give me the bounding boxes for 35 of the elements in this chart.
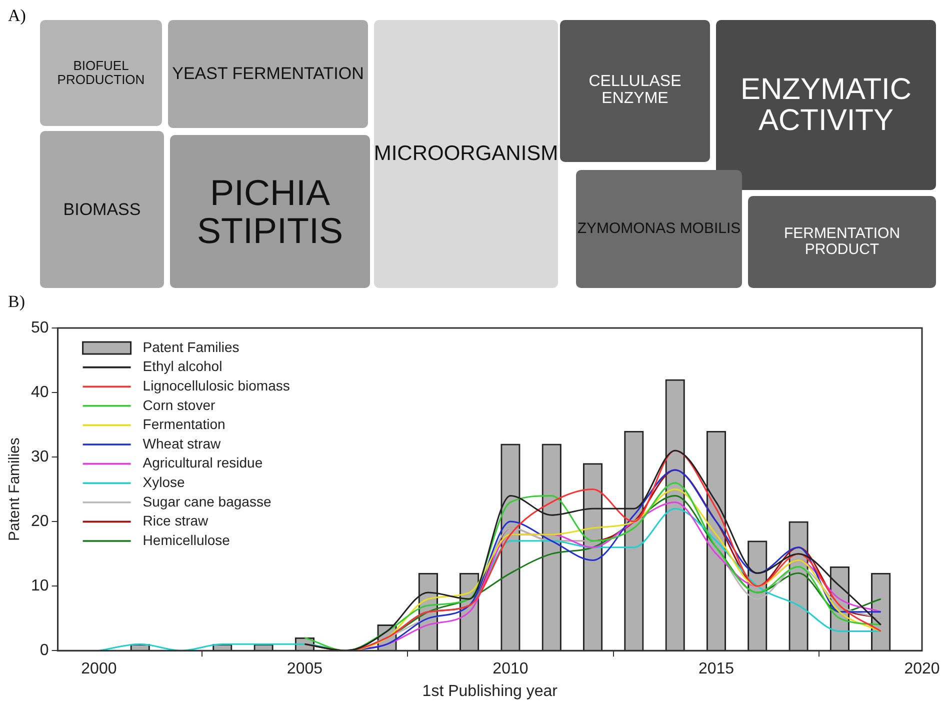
legend-label: Ethyl alcohol — [142, 358, 222, 374]
y-tick-label: 40 — [31, 384, 49, 401]
y-tick-label: 20 — [31, 512, 49, 530]
category-label: CELLULASE ENZYME — [560, 20, 710, 162]
x-tick-label: 2020 — [904, 660, 940, 678]
legend-label: Fermentation — [142, 416, 226, 432]
legend-label: Patent Families — [142, 338, 240, 355]
x-tick-label: 2005 — [286, 660, 323, 678]
y-tick-label: 50 — [31, 319, 49, 336]
x-tick-label: 2000 — [81, 660, 117, 678]
legend-label: Wheat straw — [142, 435, 222, 452]
legend-label: Corn stover — [142, 396, 216, 413]
y-tick-label: 0 — [40, 642, 49, 660]
x-axis-title: 1st Publishing year — [422, 682, 558, 700]
y-axis-title: Patent Families — [6, 438, 24, 541]
legend-label: Lignocellulosic biomass — [142, 377, 290, 394]
legend-label: Xylose — [142, 474, 186, 490]
legend-label: Rice straw — [142, 512, 210, 529]
legend-label: Agricultural residue — [142, 454, 263, 471]
category-label: MICROORGANISM — [374, 20, 558, 288]
category-label: FERMENTATION PRODUCT — [748, 196, 936, 288]
legend-label: Hemicellulose — [142, 532, 230, 548]
chart-title: B) — [8, 292, 25, 311]
legend-label: Sugar cane bagasse — [142, 493, 272, 510]
x-tick-label: 2015 — [698, 660, 734, 678]
category-label: BIOFUEL PRODUCTION — [40, 20, 162, 126]
y-tick-label: 30 — [31, 448, 49, 466]
category-label: ENZYMATIC ACTIVITY — [716, 20, 936, 190]
category-label: BIOMASS — [40, 131, 164, 288]
text: A) — [8, 6, 26, 26]
y-tick-label: 10 — [31, 577, 49, 594]
category-label: ZYMOMONAS MOBILIS — [576, 170, 742, 288]
category-label: PICHIA STIPITIS — [170, 135, 370, 288]
x-tick-label: 2010 — [492, 660, 528, 678]
category-label: YEAST FERMENTATION — [168, 20, 368, 128]
